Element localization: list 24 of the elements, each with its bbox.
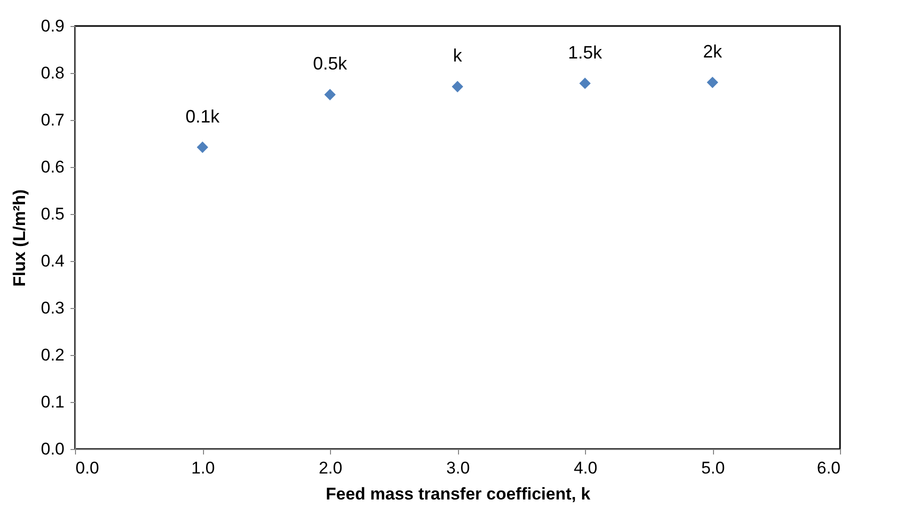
y-tick-label: 0.5: [40, 204, 64, 224]
annotation: 2k: [702, 41, 724, 62]
y-tick-label: 0.7: [40, 110, 64, 130]
y-tick-label: 0.4: [40, 252, 64, 270]
y-tick-label: 0.1: [40, 392, 64, 412]
annotation: k: [453, 46, 463, 66]
x-tick-label: 0.0: [76, 458, 100, 478]
y-tick-label: 0.2: [40, 346, 64, 364]
y-tick-label: 0.8: [40, 64, 64, 82]
x-tick-label: 3.0: [446, 458, 470, 478]
x-tick-label: 6.0: [816, 458, 840, 478]
y-tick-label: 0.6: [40, 158, 64, 176]
y-tick-label: 0.3: [40, 298, 64, 318]
annotation: 1.5k: [568, 42, 604, 62]
y-axis-title: Flux (L/m²h): [10, 189, 29, 287]
x-tick-label: 5.0: [701, 458, 725, 478]
y-tick-label: 0.9: [40, 16, 64, 36]
x-tick-label: 1.0: [191, 458, 215, 478]
x-tick-label: 4.0: [574, 458, 598, 478]
y-tick-label: 0.0: [40, 440, 64, 458]
annotation: 0.1k: [185, 106, 221, 126]
annotation: 0.5k: [312, 54, 348, 74]
x-axis-title: Feed mass transfer coefficient, k: [326, 484, 591, 504]
x-tick-label: 2.0: [318, 458, 342, 478]
